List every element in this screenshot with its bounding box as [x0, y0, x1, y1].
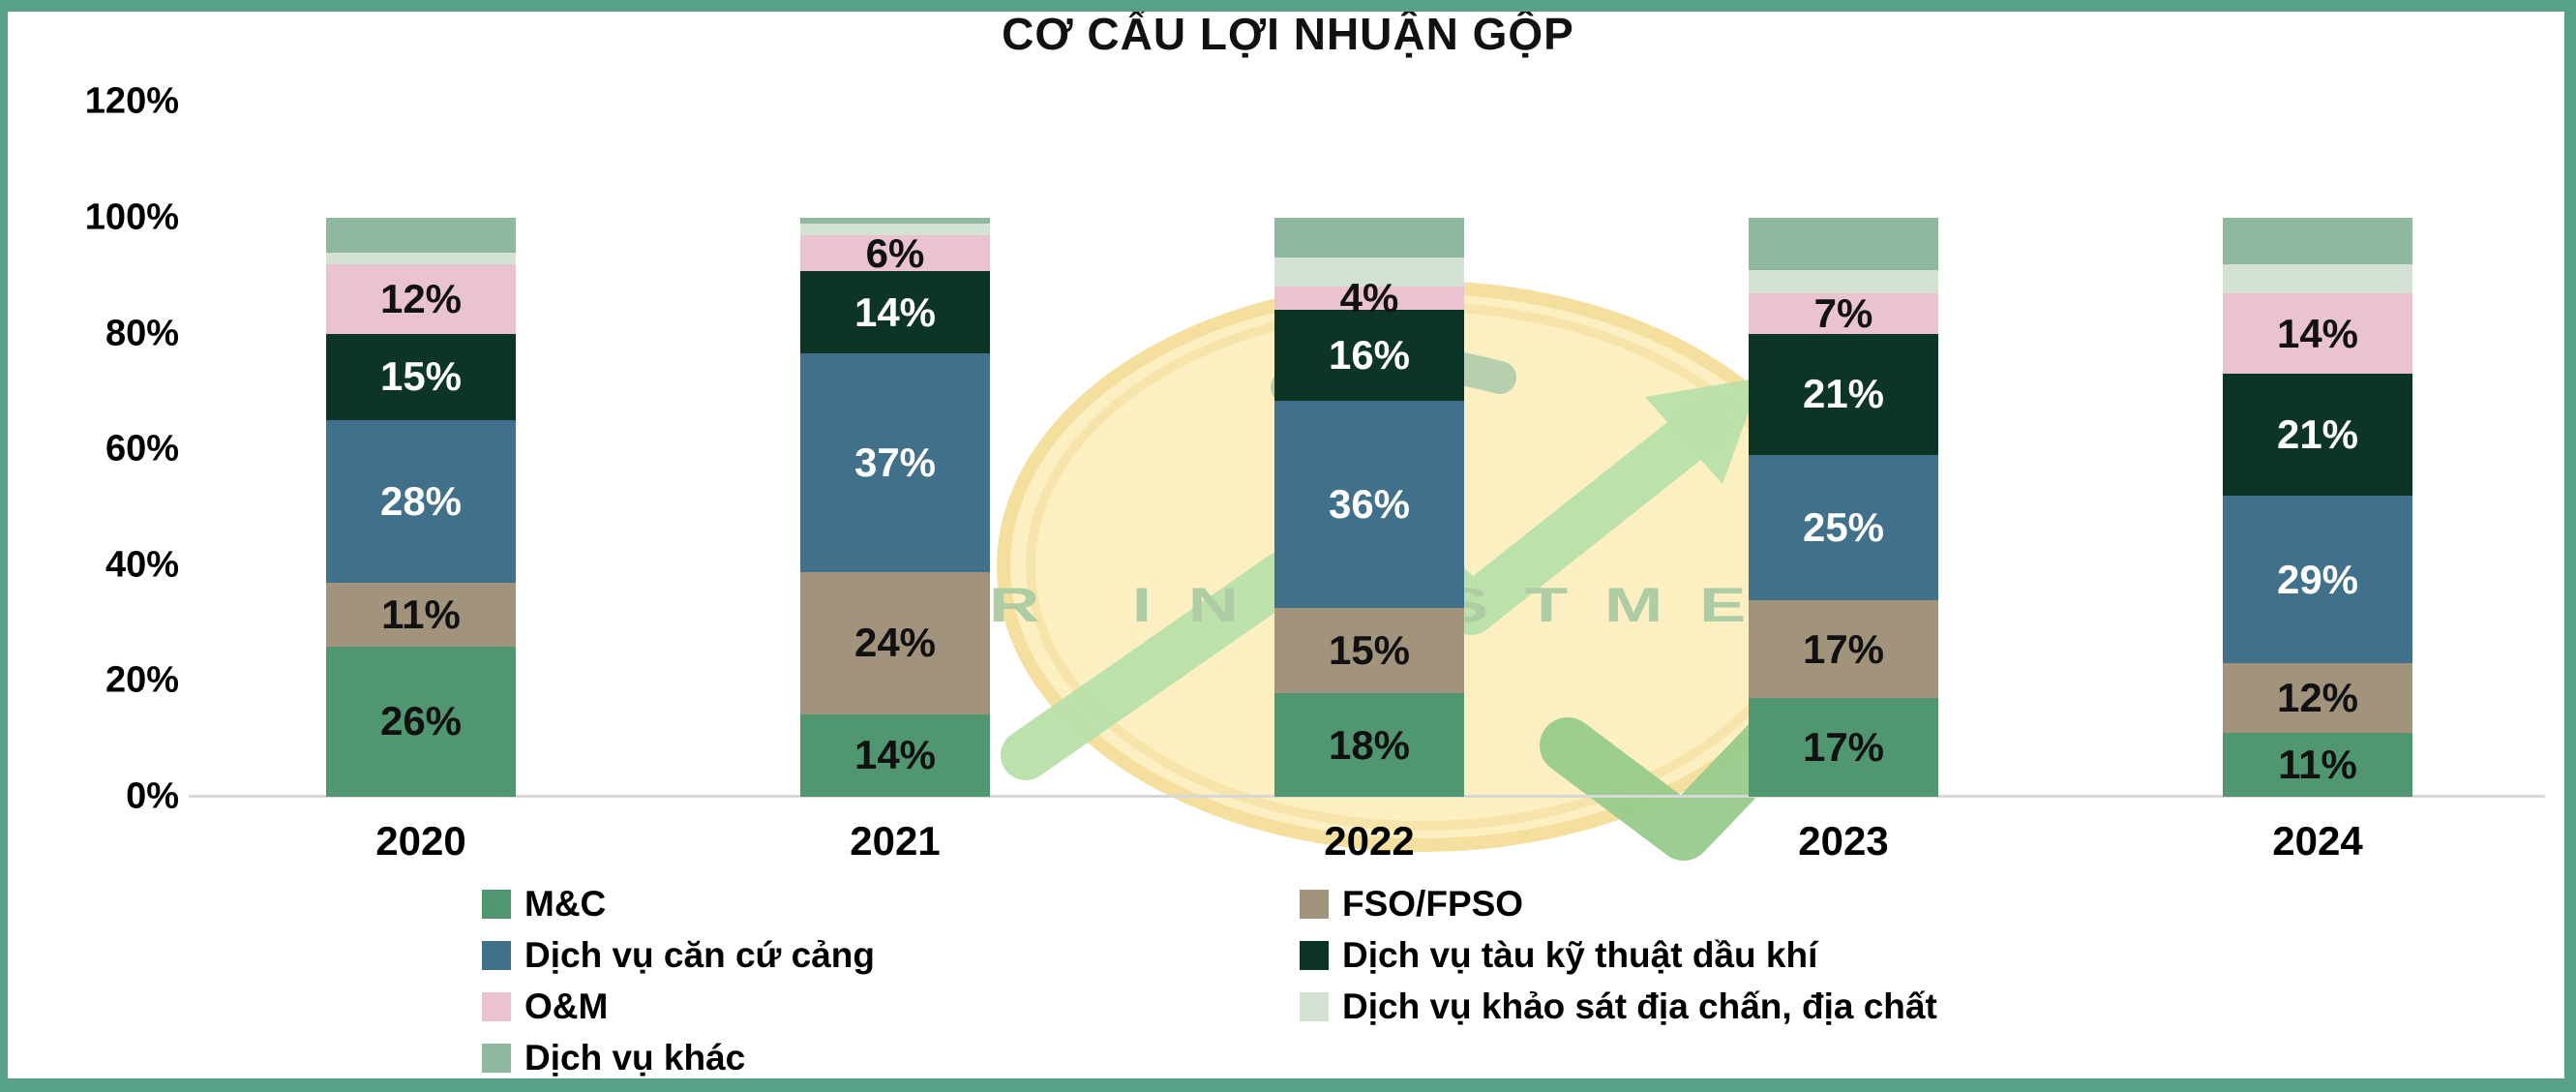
bar-segment: [1749, 269, 1938, 293]
chart-title: CƠ CẤU LỢI NHUẬN GỘP: [1002, 9, 1574, 59]
segment-value-label: 37%: [854, 440, 937, 486]
segment-value-label: 7%: [1813, 289, 1873, 336]
bar-segment: [1749, 218, 1938, 270]
segment-value-label: 11%: [381, 591, 461, 637]
bar-segment: 17%: [1749, 698, 1938, 797]
bar-segment: 21%: [2223, 374, 2412, 497]
legend-label: Dịch vụ căn cứ cảng: [524, 935, 875, 975]
bar-segment: [1274, 218, 1464, 258]
legend-label: Dịch vụ tàu kỹ thuật dầu khí: [1342, 935, 1818, 975]
x-tick-label: 2021: [850, 818, 941, 864]
x-tick-label: 2020: [375, 818, 466, 864]
segment-value-label: 29%: [2276, 556, 2359, 602]
stacked-bar-2024: 11% 12% 29% 21% 14%: [2223, 218, 2412, 797]
frame-top: [0, 0, 2576, 12]
y-tick-label: 60%: [105, 428, 179, 470]
x-tick-label: 2024: [2272, 818, 2363, 864]
bar-segment: [1274, 258, 1464, 288]
frame-right: [2564, 0, 2576, 1092]
bar-segment: [326, 218, 516, 253]
segment-value-label: 26%: [379, 698, 463, 744]
legend-label: O&M: [524, 986, 609, 1026]
bar-segment: [2223, 218, 2412, 264]
bar-segment: 7%: [1749, 289, 1938, 336]
stacked-bar-2021: 14% 24% 37% 14% 6%: [800, 218, 990, 797]
frame-bottom: [0, 1078, 2576, 1092]
bar-segment: 11%: [326, 582, 516, 647]
legend-swatch-icon: [1300, 992, 1329, 1021]
bar-segment: 4%: [1274, 277, 1464, 318]
segment-value-label: 15%: [379, 353, 463, 400]
bar-segment: 29%: [2223, 496, 2412, 664]
segment-value-label: 4%: [1339, 274, 1399, 320]
legend-label: Dịch vụ khác: [524, 1038, 746, 1077]
segment-value-label: 14%: [854, 732, 937, 778]
segment-value-label: 11%: [2278, 742, 2357, 788]
segment-value-label: 14%: [2276, 310, 2359, 356]
bar-segment: 15%: [326, 333, 516, 421]
bar-segment: 28%: [326, 420, 516, 583]
bar-segment: [800, 218, 990, 225]
legend-swatch-icon: [1300, 941, 1329, 970]
legend-swatch-icon: [482, 890, 511, 919]
bar-segment: 36%: [1274, 401, 1464, 608]
segment-value-label: 21%: [1802, 371, 1885, 417]
y-tick-label: 120%: [84, 80, 179, 122]
legend-swatch-icon: [482, 941, 511, 970]
bar-segment: 21%: [1749, 333, 1938, 456]
bar-segment: 25%: [1749, 455, 1938, 600]
segment-value-label: 12%: [379, 275, 463, 321]
x-tick-label: 2022: [1324, 818, 1415, 864]
bar-segment: [2223, 263, 2412, 293]
bar-segment: 14%: [2223, 292, 2412, 375]
bar-segment: 12%: [2223, 663, 2412, 734]
y-tick-label: 100%: [84, 197, 179, 238]
bar-segment: [800, 224, 990, 236]
segment-value-label: 15%: [1328, 627, 1411, 673]
segment-value-label: 6%: [865, 229, 925, 276]
bar-segment: 16%: [1274, 309, 1464, 402]
bar-segment: 12%: [326, 263, 516, 334]
frame-left: [0, 0, 8, 1092]
stacked-bar-2023: 17% 17% 25% 21% 7%: [1749, 218, 1938, 797]
segment-value-label: 21%: [2276, 411, 2359, 458]
segment-value-label: 25%: [1802, 503, 1885, 550]
bar-segment: 15%: [1274, 607, 1464, 694]
legend-swatch-icon: [482, 1044, 511, 1073]
segment-value-label: 24%: [854, 620, 937, 666]
segment-value-label: 14%: [854, 288, 937, 335]
legend-swatch-icon: [482, 992, 511, 1021]
stacked-bar-2022: 18% 15% 36% 16% 4%: [1274, 218, 1464, 797]
bar-segment: 6%: [800, 229, 990, 276]
bar-segment: 37%: [800, 353, 990, 573]
legend-label: Dịch vụ khảo sát địa chấn, địa chất: [1342, 986, 1937, 1026]
bar-segment: [326, 252, 516, 264]
legend-swatch-icon: [1300, 890, 1329, 919]
bar-segment: 26%: [326, 646, 516, 797]
bar-segment: 24%: [800, 572, 990, 714]
legend-label: M&C: [524, 884, 607, 924]
bar-segment: 14%: [800, 270, 990, 354]
y-tick-label: 20%: [105, 659, 179, 701]
segment-value-label: 17%: [1802, 625, 1885, 672]
legend-label: FSO/FPSO: [1342, 884, 1524, 924]
segment-value-label: 12%: [2276, 675, 2359, 721]
y-tick-label: 80%: [105, 313, 179, 354]
bar-segment: 17%: [1749, 599, 1938, 699]
stacked-bar-2020: 26% 11% 28% 15% 12%: [326, 218, 516, 797]
segment-value-label: 18%: [1328, 721, 1411, 768]
y-tick-label: 0%: [126, 775, 179, 817]
segment-value-label: 36%: [1328, 481, 1411, 528]
segment-value-label: 17%: [1802, 724, 1885, 771]
bar-segment: 14%: [800, 713, 990, 797]
bar-segment: 11%: [2223, 733, 2412, 797]
segment-value-label: 16%: [1328, 332, 1411, 379]
segment-value-label: 28%: [379, 478, 463, 525]
bar-segment: 18%: [1274, 693, 1464, 797]
y-tick-label: 40%: [105, 544, 179, 586]
x-tick-label: 2023: [1798, 818, 1889, 864]
